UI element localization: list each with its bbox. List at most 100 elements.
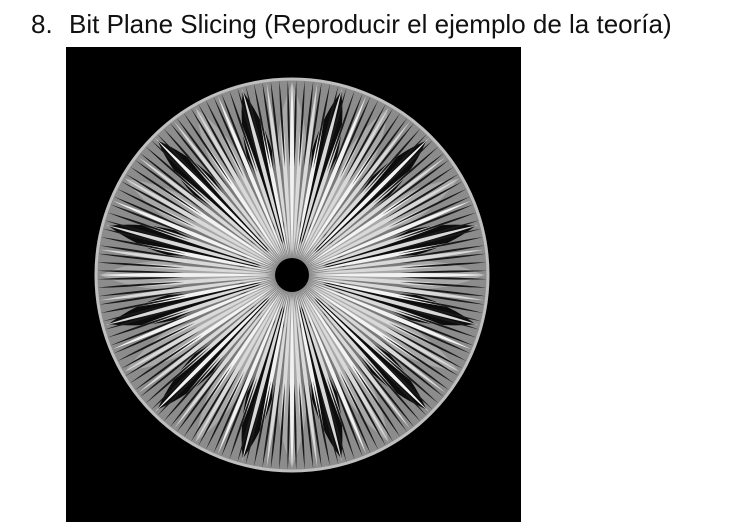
ray-dark <box>205 371 245 450</box>
ray-light <box>138 285 278 394</box>
ray-light <box>307 178 461 266</box>
ray-dark <box>378 159 450 212</box>
ray-dark <box>121 326 198 369</box>
ray-dark <box>366 352 427 416</box>
list-number: 8. <box>31 9 53 39</box>
ray-dark <box>97 282 185 288</box>
ray-dark <box>221 93 253 175</box>
ray-dark <box>102 300 188 322</box>
ray-dark <box>213 96 249 177</box>
ray-dark <box>394 309 477 338</box>
ray-light <box>154 137 280 263</box>
ray-light <box>290 81 294 257</box>
ray-dark <box>97 270 185 273</box>
ray-light <box>304 137 430 263</box>
ray-dark <box>253 83 271 170</box>
ray-light <box>294 292 318 468</box>
ray-light <box>294 82 318 258</box>
ray-dark <box>359 122 415 191</box>
ray-dark <box>399 253 486 264</box>
ray-dark <box>110 204 192 236</box>
ray-dark <box>366 134 427 198</box>
ray-dark <box>145 146 211 204</box>
ray-light <box>309 249 485 273</box>
ray-light <box>309 277 485 301</box>
ray-light <box>266 292 290 468</box>
ray-dark <box>376 152 445 208</box>
ray-dark <box>139 342 208 398</box>
ray-dark <box>388 188 467 228</box>
ray-dark <box>183 364 233 438</box>
ray-dark <box>308 381 322 468</box>
fractal-disc-svg <box>94 77 490 473</box>
ray-dark <box>384 330 459 377</box>
ray-light <box>241 292 288 463</box>
ray-dark <box>134 338 206 391</box>
ray-dark <box>198 369 241 446</box>
ray-light <box>306 156 446 265</box>
ray-dark <box>117 322 196 362</box>
ray-light <box>195 106 283 260</box>
ray-light <box>296 292 343 463</box>
ray-light <box>290 293 294 469</box>
ray-light <box>98 273 274 277</box>
ray-dark <box>110 314 192 346</box>
ray-dark <box>373 146 439 204</box>
ray-light <box>304 287 430 413</box>
ray-dark <box>308 82 322 169</box>
ray-dark <box>373 346 439 404</box>
ray-dark <box>237 378 262 463</box>
ray-light <box>112 200 276 269</box>
fractal-disc-image <box>66 47 521 522</box>
ray-light <box>309 279 480 326</box>
ray-dark <box>363 128 421 194</box>
ray-dark <box>384 173 459 220</box>
ray-dark <box>270 382 281 469</box>
ray-dark <box>398 245 485 259</box>
ray-dark <box>322 378 347 463</box>
ray-dark <box>363 356 421 422</box>
ray-dark <box>145 346 211 404</box>
ray-dark <box>190 367 237 442</box>
ray-dark <box>299 382 305 470</box>
ray-dark <box>359 359 415 428</box>
ray-dark <box>97 262 185 268</box>
ray-dark <box>355 117 408 189</box>
ray-dark <box>399 282 487 288</box>
ray-dark <box>253 380 271 467</box>
ray-dark <box>326 90 355 173</box>
ray-light <box>99 277 275 301</box>
ray-dark <box>205 100 245 179</box>
ray-dark <box>163 128 221 194</box>
ray-dark <box>245 379 267 465</box>
ray-light <box>123 284 277 372</box>
ray-dark <box>99 245 186 259</box>
ray-dark <box>107 212 190 241</box>
disc-center <box>275 258 309 292</box>
ray-dark <box>369 140 433 201</box>
ray-dark <box>343 369 386 446</box>
ray-dark <box>388 322 467 362</box>
ray-dark <box>157 134 218 198</box>
ray-dark <box>396 228 482 250</box>
ray-dark <box>392 314 474 346</box>
ray-dark <box>229 90 258 173</box>
ray-dark <box>399 277 487 280</box>
ray-dark <box>394 212 477 241</box>
ray-light <box>306 285 446 394</box>
ray-dark <box>97 277 185 280</box>
ray-light <box>173 289 282 429</box>
ray-dark <box>317 379 339 465</box>
ray-light <box>138 156 278 265</box>
ray-dark <box>390 196 471 232</box>
ray-light <box>112 281 276 350</box>
ray-dark <box>176 361 229 433</box>
ray-light <box>301 290 389 444</box>
ray-light <box>217 291 286 455</box>
ray-dark <box>270 81 281 168</box>
ray-dark <box>104 305 189 330</box>
ray-dark <box>381 334 455 384</box>
ray-dark <box>183 112 233 186</box>
ray-dark <box>399 286 486 297</box>
ray-dark <box>339 371 379 450</box>
